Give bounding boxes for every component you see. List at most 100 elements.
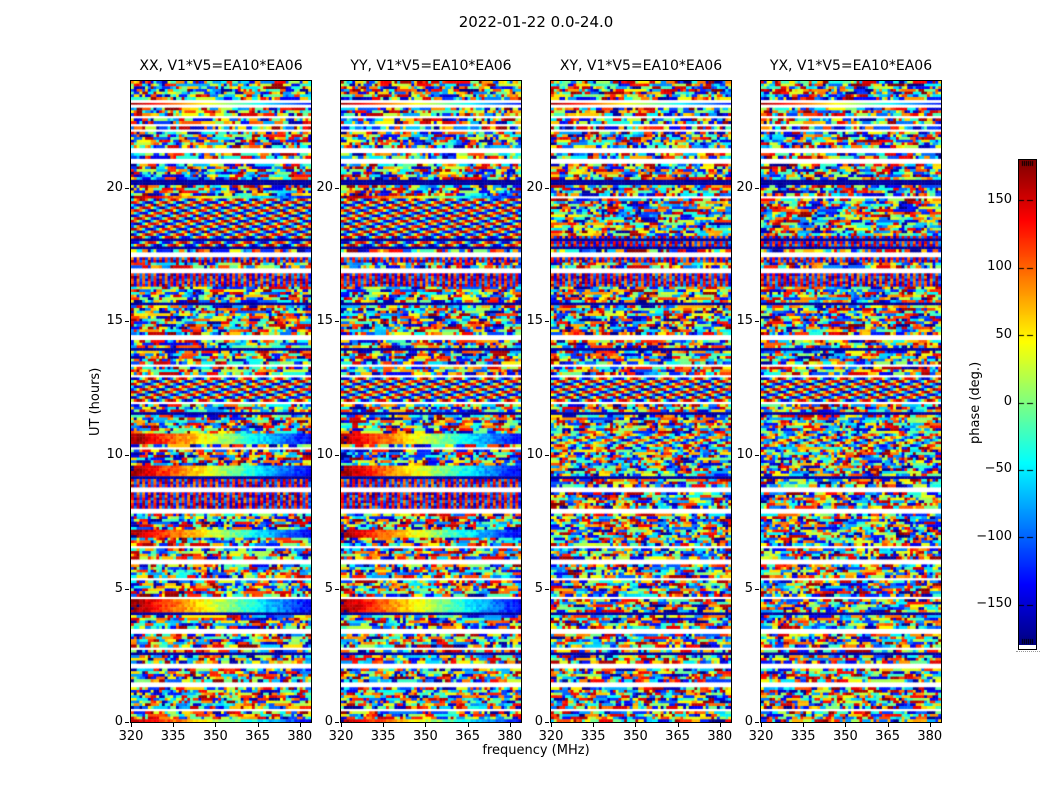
y-tick-mark: [755, 187, 759, 189]
y-tick-label: 20: [736, 179, 753, 195]
y-tick-mark: [545, 187, 549, 189]
heatmap-YX: [761, 81, 941, 722]
x-tick-mark: [761, 723, 762, 727]
x-tick-mark: [467, 723, 469, 727]
heatmap-XX: [131, 81, 311, 722]
colorbar-tick-label: −100: [976, 528, 1012, 544]
x-tick-label: 380: [497, 729, 523, 744]
y-tick-label: 15: [736, 313, 753, 329]
y-tick-label: 0: [534, 714, 543, 729]
y-tick-label: 0: [324, 714, 333, 729]
heatmap-XY: [551, 81, 731, 722]
y-tick-mark: [335, 454, 339, 456]
y-tick-mark: [545, 321, 549, 323]
y-axis-label: UT (hours): [88, 367, 103, 436]
colorbar-tick-label: −50: [984, 461, 1012, 477]
y-tick-mark: [125, 722, 129, 723]
panel-title-YY: YY, V1*V5=EA10*EA06: [350, 58, 512, 74]
y-tick-label: 5: [114, 580, 123, 596]
x-tick-label: 365: [665, 729, 690, 744]
y-tick-label: 20: [106, 179, 123, 195]
x-tick-mark: [887, 723, 889, 727]
x-tick-mark: [719, 723, 721, 727]
panel-title-XY: XY, V1*V5=EA10*EA06: [559, 58, 723, 74]
x-tick-label: 320: [748, 729, 774, 744]
x-tick-mark: [509, 723, 511, 727]
colorbar-canvas: [1019, 160, 1036, 645]
colorbar-label: phase (deg.): [968, 361, 983, 444]
y-tick-mark: [125, 187, 129, 189]
x-tick-mark: [383, 723, 385, 727]
x-tick-label: 380: [287, 729, 313, 744]
colorbar: [1018, 159, 1037, 650]
y-tick-mark: [125, 588, 129, 590]
y-tick-label: 15: [316, 313, 333, 329]
colorbar-tick-label: 150: [987, 191, 1012, 207]
y-tick-mark: [755, 722, 759, 723]
heatmap-YY: [341, 81, 521, 722]
y-tick-mark: [545, 588, 549, 590]
colorbar-underflow-dots: [1016, 651, 1040, 652]
y-tick-label: 20: [526, 179, 543, 195]
y-tick-label: 0: [744, 714, 753, 729]
panel-YY: [340, 80, 522, 723]
x-tick-label: 335: [580, 729, 606, 744]
panel-XY: [550, 80, 732, 723]
x-tick-label: 320: [538, 729, 564, 744]
y-tick-mark: [755, 454, 759, 456]
x-tick-label: 350: [202, 729, 228, 744]
colorbar-tick-label: 0: [1003, 394, 1012, 409]
y-tick-label: 15: [106, 313, 123, 329]
x-tick-label: 350: [412, 729, 438, 744]
y-tick-label: 0: [114, 714, 123, 729]
x-tick-mark: [341, 723, 342, 727]
x-tick-label: 365: [455, 729, 480, 744]
panel-YX: [760, 80, 942, 723]
x-tick-mark: [215, 723, 217, 727]
x-tick-label: 380: [707, 729, 733, 744]
y-tick-label: 10: [736, 446, 753, 462]
x-tick-label: 365: [875, 729, 900, 744]
x-tick-label: 320: [328, 729, 354, 744]
x-tick-label: 350: [832, 729, 858, 744]
x-tick-mark: [425, 723, 427, 727]
y-tick-label: 10: [526, 446, 543, 462]
x-tick-label: 380: [917, 729, 943, 744]
y-tick-mark: [125, 454, 129, 456]
x-tick-label: 335: [790, 729, 816, 744]
y-tick-label: 15: [526, 313, 543, 329]
x-tick-mark: [677, 723, 679, 727]
x-tick-label: 350: [622, 729, 648, 744]
y-tick-label: 10: [106, 446, 123, 462]
y-tick-mark: [335, 187, 339, 189]
y-tick-mark: [125, 321, 129, 323]
figure-title: 2022-01-22 0.0-24.0: [458, 13, 614, 31]
y-tick-mark: [755, 321, 759, 323]
y-tick-mark: [335, 321, 339, 323]
y-tick-label: 5: [744, 580, 753, 596]
x-tick-label: 365: [245, 729, 270, 744]
x-tick-mark: [593, 723, 595, 727]
x-tick-mark: [173, 723, 175, 727]
colorbar-tick-label: 50: [995, 326, 1012, 342]
panel-title-XX: XX, V1*V5=EA10*EA06: [139, 58, 303, 74]
y-tick-label: 5: [324, 580, 333, 596]
x-tick-mark: [845, 723, 847, 727]
x-tick-label: 335: [160, 729, 186, 744]
x-tick-mark: [551, 723, 552, 727]
x-tick-label: 335: [370, 729, 396, 744]
y-tick-mark: [545, 722, 549, 723]
y-tick-label: 5: [534, 580, 543, 596]
x-axis-label: frequency (MHz): [482, 743, 590, 758]
x-tick-mark: [131, 723, 132, 727]
y-tick-label: 10: [316, 446, 333, 462]
x-tick-mark: [803, 723, 805, 727]
panel-XX: [130, 80, 312, 723]
x-tick-mark: [635, 723, 637, 727]
panel-title-YX: YX, V1*V5=EA10*EA06: [769, 58, 933, 74]
x-tick-mark: [257, 723, 259, 727]
y-tick-mark: [335, 588, 339, 590]
x-tick-label: 320: [118, 729, 144, 744]
x-tick-mark: [299, 723, 301, 727]
